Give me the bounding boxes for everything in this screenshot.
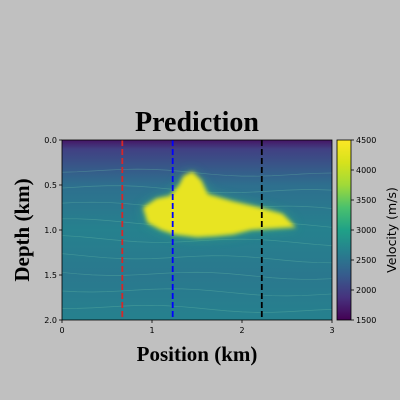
colorbar-tick-label: 2500 [356,256,376,265]
y-tick-label: 1.0 [44,226,57,235]
x-tick-label: 2 [239,326,244,335]
layer-line [62,168,332,177]
colorbar-tick-label: 4500 [356,136,376,145]
layer-line [62,288,332,297]
y-tick-label: 1.5 [44,271,57,280]
x-axis: 0 1 2 3 [59,320,335,335]
layer-line [62,271,332,280]
layer-line [62,304,332,313]
chart-title: Prediction [135,107,259,138]
colorbar [336,139,352,321]
x-tick-label: 0 [59,326,64,335]
colorbar-tick-label: 3000 [356,226,376,235]
x-tick-label: 3 [329,326,334,335]
salt-body [143,171,296,238]
y-tick-label: 2.0 [44,316,57,325]
plot-area [62,140,332,320]
reference-lines [121,140,263,320]
y-axis: 0.0 0.5 1.0 1.5 2.0 [44,136,62,325]
y-tick-label: 0.5 [44,181,57,190]
layer-line [62,253,332,264]
colorbar-label: Velocity (m/s) [384,187,399,273]
colorbar-tick-label: 3500 [356,196,376,205]
x-tick-label: 1 [149,326,154,335]
colorbar-tick-label: 2000 [356,286,376,295]
layer-line [62,235,332,246]
colorbar-tick-label: 4000 [356,166,376,175]
colorbar-tick-label: 1500 [356,316,376,325]
y-axis-label: Depth (km) [10,178,34,281]
x-axis-label: Position (km) [137,342,258,366]
colorbar-ticks: 1500 2000 2500 3000 3500 4000 4500 [351,136,376,325]
y-tick-label: 0.0 [44,136,57,145]
